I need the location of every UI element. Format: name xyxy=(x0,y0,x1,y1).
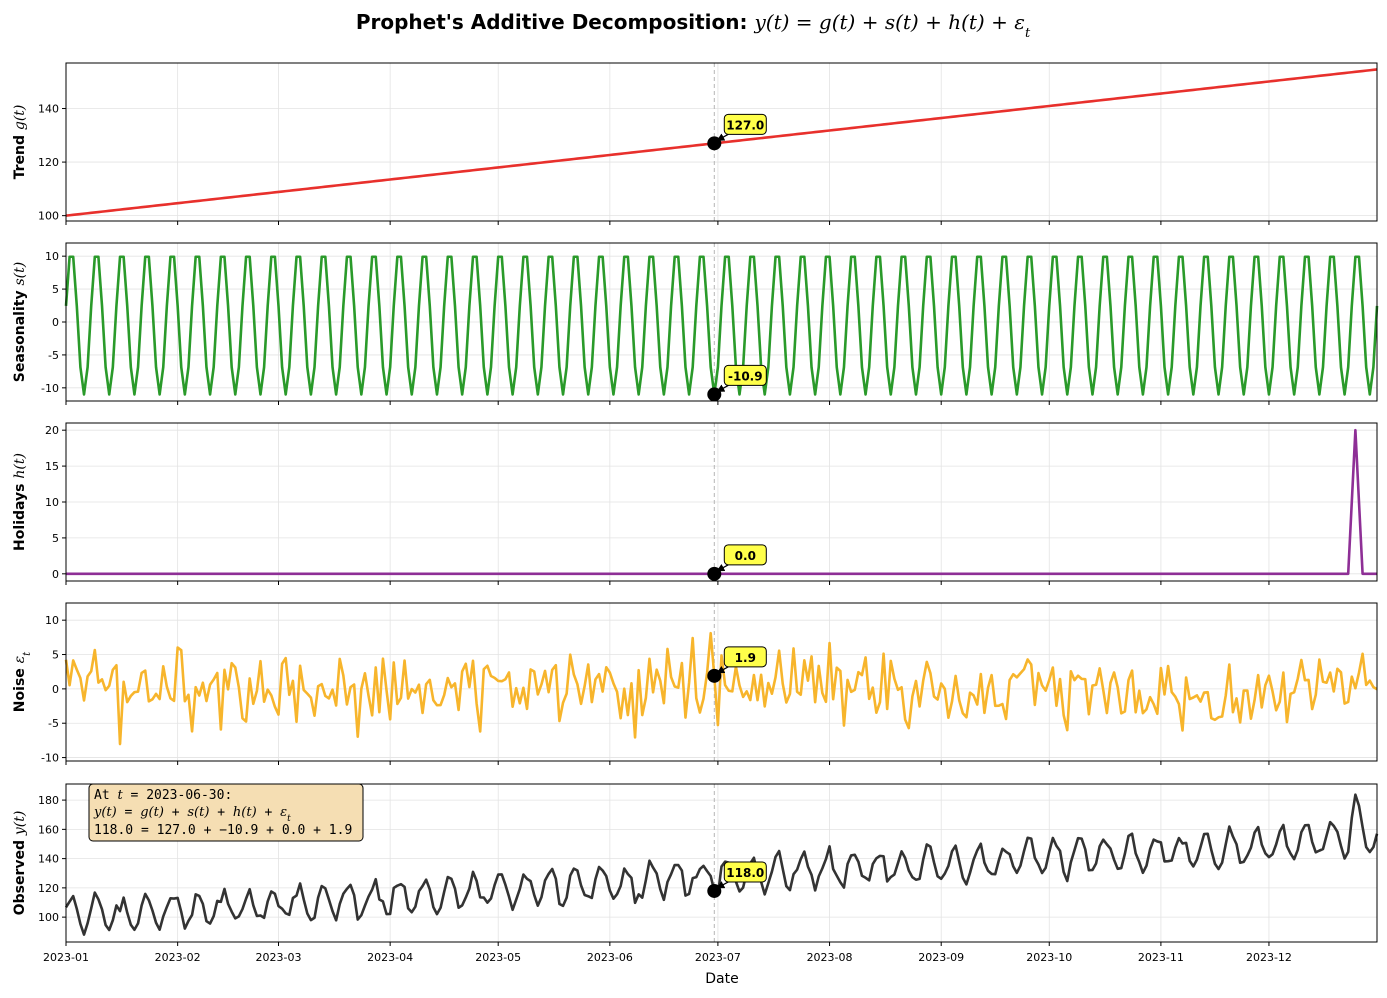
x-tick-label: 2023-11 xyxy=(1138,951,1184,964)
trend-callout-box xyxy=(723,113,767,135)
holidays-y-axis-label: Holidays h(t) xyxy=(12,453,28,551)
x-tick-label: 2023-02 xyxy=(155,951,201,964)
y-tick-label: 15 xyxy=(45,460,59,473)
y-tick-label: 0 xyxy=(52,568,59,581)
trend-callout-value: 127.0 xyxy=(726,118,764,132)
y-tick-label: 100 xyxy=(38,911,59,924)
title-formula-sub: t xyxy=(1025,26,1031,41)
noise-callout-box xyxy=(723,646,767,668)
x-tick-label: 2023-07 xyxy=(695,951,741,964)
title-formula: y(t) = g(t) + s(t) + h(t) + ε xyxy=(753,10,1024,34)
y-tick-label: 140 xyxy=(38,103,59,116)
info-box-background xyxy=(88,783,364,842)
holidays-callout-box xyxy=(723,544,767,566)
x-tick-label: 2023-01 xyxy=(43,951,89,964)
noise-marker-point xyxy=(707,668,722,683)
x-tick-label: 2023-10 xyxy=(1026,951,1072,964)
holidays-marker-point xyxy=(707,566,722,581)
y-tick-label: -10 xyxy=(41,752,59,765)
holidays-series-line xyxy=(66,428,1377,576)
y-tick-label: 10 xyxy=(45,250,59,263)
figure-title: Prophet's Additive Decomposition: y(t) =… xyxy=(356,10,1031,41)
observed-callout-arrow xyxy=(716,881,729,889)
panel-noise: -10 -5 0 5 10 Noise εt 1.9 xyxy=(12,602,1378,765)
y-tick-label: 100 xyxy=(38,210,59,223)
trend-axes-frame xyxy=(65,62,1378,222)
observed-callout-value: 118.0 xyxy=(726,866,764,880)
y-tick-label: 0 xyxy=(52,683,59,696)
trend-marker-point xyxy=(707,136,722,151)
y-tick-label: -10 xyxy=(41,382,59,395)
info-box-line-3: 118.0 = 127.0 + −10.9 + 0.0 + 1.9 xyxy=(94,823,352,838)
trend-y-axis-label: Trend g(t) xyxy=(12,105,28,180)
x-axis-label: Date xyxy=(705,971,738,987)
panel-seasonality: -10 -5 0 5 10 Seasonality s(t) -10.9 xyxy=(12,242,1379,405)
observed-series-line xyxy=(64,793,1379,936)
seasonality-y-axis-label: Seasonality s(t) xyxy=(12,262,28,382)
x-tick-label: 2023-06 xyxy=(587,951,633,964)
y-tick-label: -5 xyxy=(48,349,59,362)
x-tick-label: 2023-05 xyxy=(475,951,521,964)
title-prefix: Prophet's Additive Decomposition: xyxy=(356,10,755,34)
seasonality-callout-box xyxy=(723,364,767,386)
holidays-callout-arrow xyxy=(716,563,729,572)
seasonality-callout-arrow xyxy=(716,384,729,392)
y-tick-label: 5 xyxy=(52,532,59,545)
noise-axes-frame xyxy=(65,602,1378,762)
observed-y-axis-label: Observed y(t) xyxy=(12,811,28,916)
x-tick-label: 2023-09 xyxy=(918,951,964,964)
y-tick-label: 20 xyxy=(45,424,59,437)
y-tick-label: 0 xyxy=(52,316,59,329)
y-tick-label: 160 xyxy=(38,823,59,836)
y-tick-label: 10 xyxy=(45,496,59,509)
noise-series-line xyxy=(64,631,1378,746)
info-box-line-2: y(t) = g(t) + s(t) + h(t) + εt xyxy=(93,805,291,824)
y-tick-label: -5 xyxy=(48,717,59,730)
panel-holidays: 0 5 10 15 20 Holidays h(t) 0.0 xyxy=(12,422,1378,585)
observed-axes-frame xyxy=(65,783,1378,943)
panel-observed: 100 120 140 160 180 2023-01 2023-02 2023-03 2023… xyxy=(12,783,1379,964)
info-box-line-1: At t = 2023-06-30: xyxy=(94,788,232,803)
holidays-callout-value: 0.0 xyxy=(735,549,756,563)
seasonality-series-line xyxy=(64,255,1379,396)
observed-callout-box xyxy=(723,861,767,883)
y-tick-label: 180 xyxy=(38,794,59,807)
y-tick-label: 5 xyxy=(52,283,59,296)
panel-trend: 100 120 140 Trend g(t) 127.0 xyxy=(12,62,1378,225)
y-tick-label: 120 xyxy=(38,156,59,169)
x-tick-label: 2023-12 xyxy=(1246,951,1292,964)
trend-series-line xyxy=(65,68,1378,217)
x-tick-label: 2023-03 xyxy=(256,951,302,964)
y-tick-label: 10 xyxy=(45,614,59,627)
trend-callout-arrow xyxy=(716,133,729,141)
observed-marker-point xyxy=(707,883,722,898)
noise-y-axis-label: Noise εt xyxy=(12,651,33,712)
seasonality-callout-value: -10.9 xyxy=(728,369,763,383)
y-tick-label: 5 xyxy=(52,649,59,662)
seasonality-marker-point xyxy=(707,387,722,402)
noise-callout-value: 1.9 xyxy=(735,651,756,665)
x-tick-label: 2023-04 xyxy=(367,951,413,964)
y-tick-label: 120 xyxy=(38,882,59,895)
x-tick-label: 2023-08 xyxy=(807,951,853,964)
y-tick-label: 140 xyxy=(38,853,59,866)
info-box: At t = 2023-06-30: y(t) = g(t) + s(t) + h… xyxy=(88,783,364,842)
noise-callout-arrow xyxy=(716,665,729,674)
